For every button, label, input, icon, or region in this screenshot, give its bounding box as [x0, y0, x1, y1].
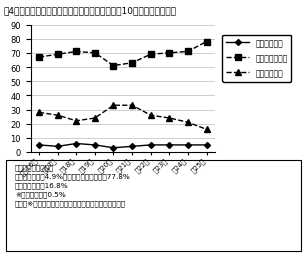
Line: 向上している: 向上している: [37, 142, 209, 150]
低下している: [37, 111, 41, 114]
低下している: [149, 114, 153, 117]
同じようなもの: [149, 54, 153, 57]
同じようなもの: [74, 51, 78, 54]
同じようなもの: [205, 41, 208, 44]
Text: （今回の調査結果）
向上している　4.9%　　同じようなもの　77.8%
低下している　16.8%
※わからない　0.5%
（尚、※は回答票で提示していない選択: （今回の調査結果） 向上している 4.9% 同じようなもの 77.8% 低下して…: [15, 164, 131, 207]
同じようなもの: [112, 65, 115, 68]
向上している: [130, 145, 134, 148]
向上している: [74, 142, 78, 146]
向上している: [112, 147, 115, 150]
向上している: [56, 145, 60, 148]
向上している: [93, 144, 97, 147]
向上している: [186, 144, 190, 147]
低下している: [74, 120, 78, 123]
低下している: [168, 117, 171, 120]
低下している: [130, 104, 134, 107]
向上している: [205, 144, 208, 147]
Line: 低下している: 低下している: [36, 103, 209, 133]
低下している: [186, 121, 190, 124]
低下している: [93, 117, 97, 120]
向上している: [37, 144, 41, 147]
低下している: [56, 114, 60, 117]
同じようなもの: [168, 52, 171, 55]
同じようなもの: [37, 56, 41, 59]
向上している: [168, 144, 171, 147]
向上している: [149, 144, 153, 147]
Legend: 向上している, 同じようなもの, 低下している: 向上している, 同じようなもの, 低下している: [222, 36, 291, 82]
Line: 同じようなもの: 同じようなもの: [36, 40, 209, 69]
同じようなもの: [93, 52, 97, 55]
Text: 図4　「去年と比べた生活の向上感」時系列（近10年・スコアは％）: 図4 「去年と比べた生活の向上感」時系列（近10年・スコアは％）: [3, 6, 176, 15]
低下している: [112, 104, 115, 107]
同じようなもの: [130, 62, 134, 65]
低下している: [205, 128, 208, 131]
同じようなもの: [186, 51, 190, 54]
同じようなもの: [56, 54, 60, 57]
